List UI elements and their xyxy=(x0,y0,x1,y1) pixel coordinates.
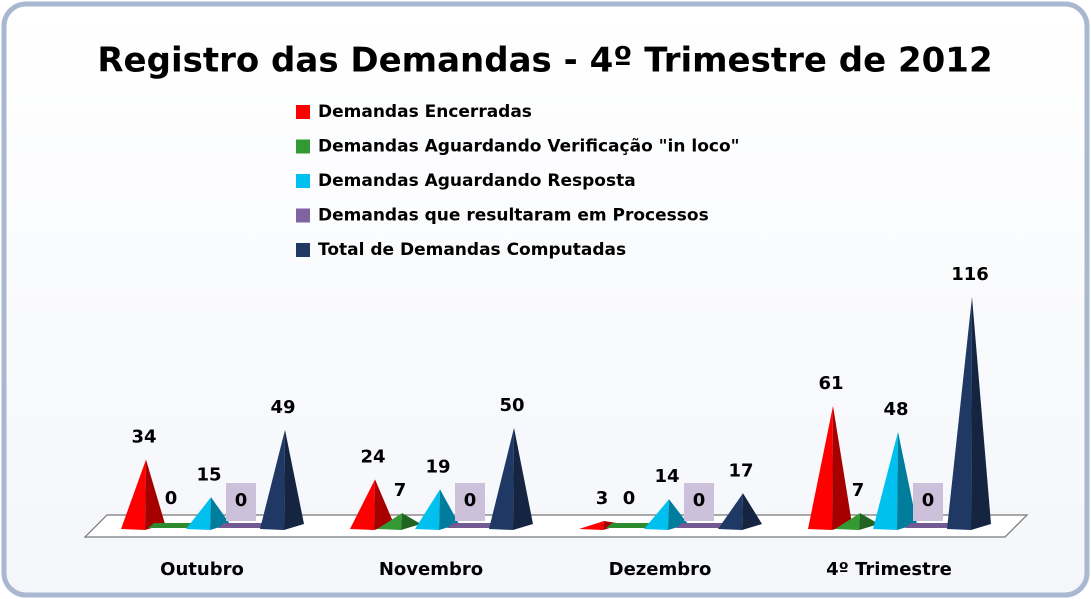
pyramid xyxy=(489,427,533,530)
pyramid-face xyxy=(676,523,726,528)
pyramid-face xyxy=(835,513,860,530)
label-box xyxy=(684,483,714,521)
legend-label: Demandas Aguardando Verificação "in loco… xyxy=(318,137,740,157)
pyramid-face xyxy=(284,429,304,530)
data-label: 19 xyxy=(425,456,450,477)
pyramid-face xyxy=(260,429,285,530)
pyramid-face xyxy=(897,431,917,530)
legend-label: Demandas Encerradas xyxy=(318,102,532,122)
legend-swatch xyxy=(296,174,310,188)
pyramid-face xyxy=(718,493,743,530)
pyramid-face xyxy=(606,523,656,528)
data-label: 3 xyxy=(596,488,609,509)
pyramid xyxy=(835,513,879,530)
pyramid xyxy=(808,406,852,530)
pyramid-face xyxy=(668,499,688,530)
pyramid-face xyxy=(905,523,955,528)
pyramid xyxy=(121,459,165,530)
data-label: 15 xyxy=(196,464,221,485)
pyramid-face xyxy=(145,459,165,530)
data-label: 0 xyxy=(464,490,477,511)
pyramid-face xyxy=(489,427,514,530)
floor xyxy=(83,514,1029,538)
pyramid-face xyxy=(350,479,375,530)
chart-title: Registro das Demandas - 4º Trimestre de … xyxy=(97,41,992,81)
pyramid-face xyxy=(644,499,669,530)
data-label: 61 xyxy=(818,373,843,394)
label-box xyxy=(455,483,485,521)
pyramid xyxy=(260,429,304,530)
data-label: 0 xyxy=(693,490,706,511)
label-box xyxy=(226,483,256,521)
pyramid-face xyxy=(859,513,879,530)
legend-label: Total de Demandas Computadas xyxy=(318,240,626,260)
pyramid-face xyxy=(377,513,402,530)
pyramid xyxy=(415,489,459,530)
data-label: 0 xyxy=(235,490,248,511)
data-label: 7 xyxy=(852,480,865,501)
pyramid-face xyxy=(374,479,394,530)
x-tick-label: Novembro xyxy=(379,559,483,580)
pyramid-face xyxy=(218,523,268,528)
pyramid xyxy=(718,493,762,530)
pyramid xyxy=(218,523,268,528)
data-label: 0 xyxy=(623,488,636,509)
data-label: 116 xyxy=(951,264,989,285)
pyramid-face xyxy=(439,489,459,530)
legend-label: Demandas Aguardando Resposta xyxy=(318,171,636,191)
pyramid xyxy=(947,297,991,530)
label-box xyxy=(913,483,943,521)
data-label: 0 xyxy=(165,488,178,509)
data-label: 14 xyxy=(654,466,679,487)
pyramid xyxy=(350,479,394,530)
data-label: 34 xyxy=(131,427,156,448)
legend-label: Demandas que resultaram em Processos xyxy=(318,206,709,226)
pyramid-face xyxy=(513,427,533,530)
pyramid-face xyxy=(832,406,852,530)
data-label: 0 xyxy=(922,490,935,511)
pyramid-face xyxy=(186,497,211,530)
pyramid xyxy=(148,523,198,528)
pyramid xyxy=(905,523,955,528)
data-label: 24 xyxy=(360,446,385,467)
legend-swatch xyxy=(296,139,310,154)
pyramid-face xyxy=(579,521,604,530)
pyramid-face xyxy=(742,493,762,530)
pyramid-face xyxy=(971,297,991,530)
data-label: 50 xyxy=(499,395,524,416)
legend-swatch xyxy=(296,243,310,257)
pyramid xyxy=(186,497,230,530)
pyramid xyxy=(606,523,656,528)
x-tick-label: Outubro xyxy=(160,559,244,580)
pyramid-face xyxy=(808,406,833,530)
legend-swatch xyxy=(296,208,310,223)
pyramid-face xyxy=(447,523,497,528)
pyramid-face xyxy=(148,523,198,528)
pyramid xyxy=(676,523,726,528)
x-tick-label: Dezembro xyxy=(609,559,712,580)
x-tick-label: 4º Trimestre xyxy=(826,559,952,580)
legend-swatch xyxy=(296,105,310,119)
data-label: 48 xyxy=(883,399,908,420)
data-label: 49 xyxy=(270,397,295,418)
pyramid xyxy=(377,513,421,530)
pyramid-face xyxy=(210,497,230,530)
pyramid-face xyxy=(873,431,898,530)
pyramid xyxy=(873,431,917,530)
pyramid-face xyxy=(415,489,440,530)
pyramid-face xyxy=(401,513,421,530)
pyramid-face xyxy=(947,297,972,530)
data-label: 17 xyxy=(728,460,753,481)
data-label: 7 xyxy=(394,480,407,501)
pyramid xyxy=(644,499,688,530)
pyramid xyxy=(447,523,497,528)
pyramid-face xyxy=(121,459,146,530)
